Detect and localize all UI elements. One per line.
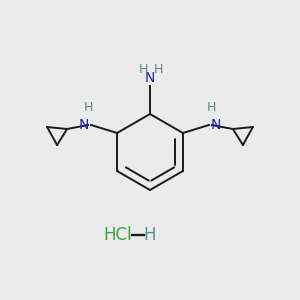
Text: H: H	[83, 101, 93, 114]
Text: N: N	[79, 118, 89, 132]
Text: H: H	[144, 226, 156, 244]
Text: H: H	[138, 63, 148, 76]
Text: H: H	[207, 101, 217, 114]
Text: H: H	[153, 63, 163, 76]
Text: HCl: HCl	[104, 226, 132, 244]
Text: N: N	[145, 71, 155, 85]
Text: N: N	[211, 118, 221, 132]
